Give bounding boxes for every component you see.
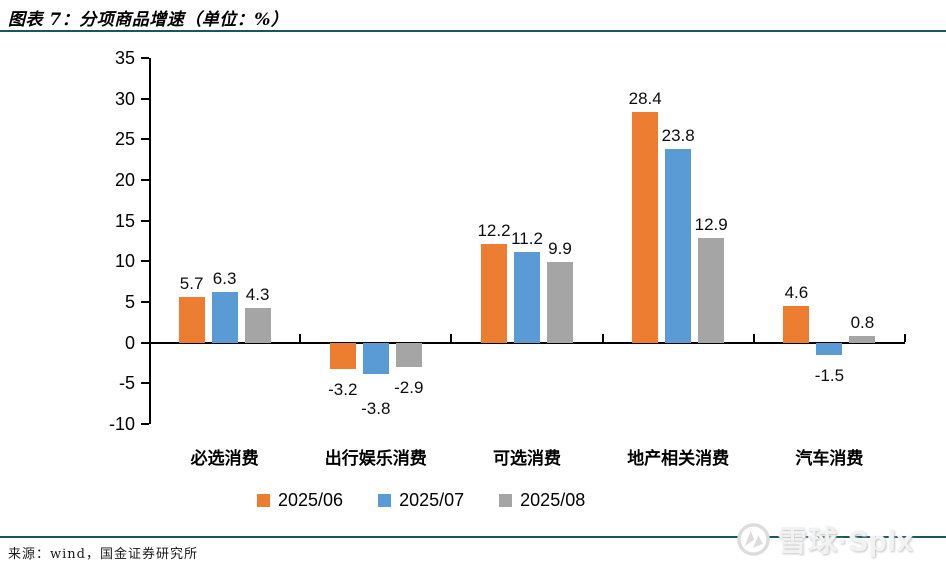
- y-axis-tick: [141, 423, 149, 425]
- legend-item-2: 2025/08: [499, 490, 585, 511]
- category-boundary-tick: [450, 334, 453, 342]
- category-boundary-tick: [752, 334, 755, 342]
- y-axis-label: 35: [114, 48, 135, 68]
- y-axis-tick: [141, 382, 149, 385]
- source-note: 来源：wind，国金证券研究所: [8, 547, 198, 562]
- y-axis-tick: [141, 301, 149, 303]
- y-axis-tick: [141, 97, 149, 100]
- legend-label: 2025/07: [399, 490, 465, 510]
- value-label-s2-c4: 0.8: [850, 313, 875, 333]
- value-label-s2-c2: 9.9: [548, 239, 572, 259]
- y-axis-label: 10: [114, 251, 135, 272]
- legend-swatch: [257, 494, 270, 507]
- bar-s2-c0: [244, 308, 271, 343]
- value-label-s1-c4: -1.5: [814, 366, 845, 386]
- y-axis-label: 5: [124, 292, 135, 312]
- y-axis-label: 30: [114, 88, 135, 109]
- xueqiu-watermark: 雪球·Splx: [736, 518, 914, 560]
- legend-label: 2025/08: [520, 490, 586, 510]
- value-label-s0-c3: 28.4: [628, 89, 662, 108]
- category-boundary-tick: [904, 334, 906, 342]
- watermark-text: 雪球·Splx: [778, 526, 914, 558]
- bar-s0-c4: [783, 305, 810, 343]
- value-label-s2-c0: 4.3: [245, 285, 270, 305]
- xueqiu-logo-icon: [737, 522, 770, 556]
- value-label-s1-c2: 11.2: [511, 228, 543, 248]
- value-label-s1-c0: 6.3: [212, 268, 237, 288]
- bar-s0-c1: [329, 343, 356, 370]
- y-axis-tick: [141, 219, 149, 222]
- value-label-s2-c1: -2.9: [394, 377, 424, 397]
- y-axis-label: -5: [118, 373, 135, 394]
- bar-s2-c3: [698, 238, 725, 343]
- bar-s1-c1: [362, 343, 389, 374]
- value-label-s2-c3: 12.9: [694, 215, 728, 235]
- y-axis-line: [149, 58, 151, 424]
- value-label-s0-c2: 12.2: [477, 220, 511, 240]
- legend-label: 2025/06: [278, 490, 344, 510]
- footer-divider: [0, 536, 946, 538]
- category-label: 汽车消费: [795, 449, 864, 469]
- category-boundary-tick: [601, 334, 604, 342]
- bar-s2-c1: [395, 343, 422, 367]
- category-label: 必选消费: [190, 449, 259, 469]
- category-label: 地产相关消费: [627, 449, 730, 469]
- legend-swatch: [499, 494, 513, 507]
- legend-item-1: 2025/07: [378, 490, 464, 511]
- y-axis-tick: [141, 260, 149, 263]
- y-axis-label: 20: [114, 170, 135, 190]
- value-label-s1-c3: 23.8: [661, 126, 695, 146]
- legend-item-0: 2025/06: [257, 490, 343, 511]
- value-label-s1-c1: -3.8: [361, 398, 391, 418]
- bar-s1-c0: [211, 291, 238, 343]
- y-axis-label: 15: [114, 210, 135, 231]
- bar-s2-c2: [547, 262, 573, 343]
- y-axis-label: -10: [108, 414, 135, 434]
- bar-s2-c4: [849, 336, 876, 343]
- bar-s1-c2: [514, 251, 540, 343]
- chart-legend: 2025/06 2025/07 2025/08: [257, 490, 585, 511]
- legend-swatch: [378, 494, 392, 507]
- y-axis-label: 0: [124, 332, 135, 353]
- x-axis-line: [149, 342, 905, 344]
- bar-s1-c4: [816, 343, 843, 356]
- value-label-s0-c4: 4.6: [784, 282, 809, 302]
- bar-s1-c3: [665, 149, 692, 343]
- category-boundary-tick: [299, 334, 302, 342]
- y-axis-label: 25: [114, 129, 135, 150]
- bar-s0-c2: [481, 243, 507, 343]
- category-label: 可选消费: [492, 449, 561, 469]
- bar-s0-c3: [632, 112, 659, 343]
- y-axis-tick: [141, 57, 149, 59]
- value-label-s0-c1: -3.2: [328, 380, 358, 400]
- value-label-s0-c0: 5.7: [179, 273, 204, 293]
- bar-s0-c0: [178, 296, 205, 343]
- category-label: 出行娱乐消费: [324, 449, 427, 469]
- title-divider: [0, 30, 946, 32]
- y-axis-tick: [141, 179, 149, 181]
- figure-title: 图表 7：分项商品增速（单位：%）: [8, 10, 289, 30]
- y-axis-tick: [141, 138, 149, 141]
- y-axis-tick: [141, 341, 149, 344]
